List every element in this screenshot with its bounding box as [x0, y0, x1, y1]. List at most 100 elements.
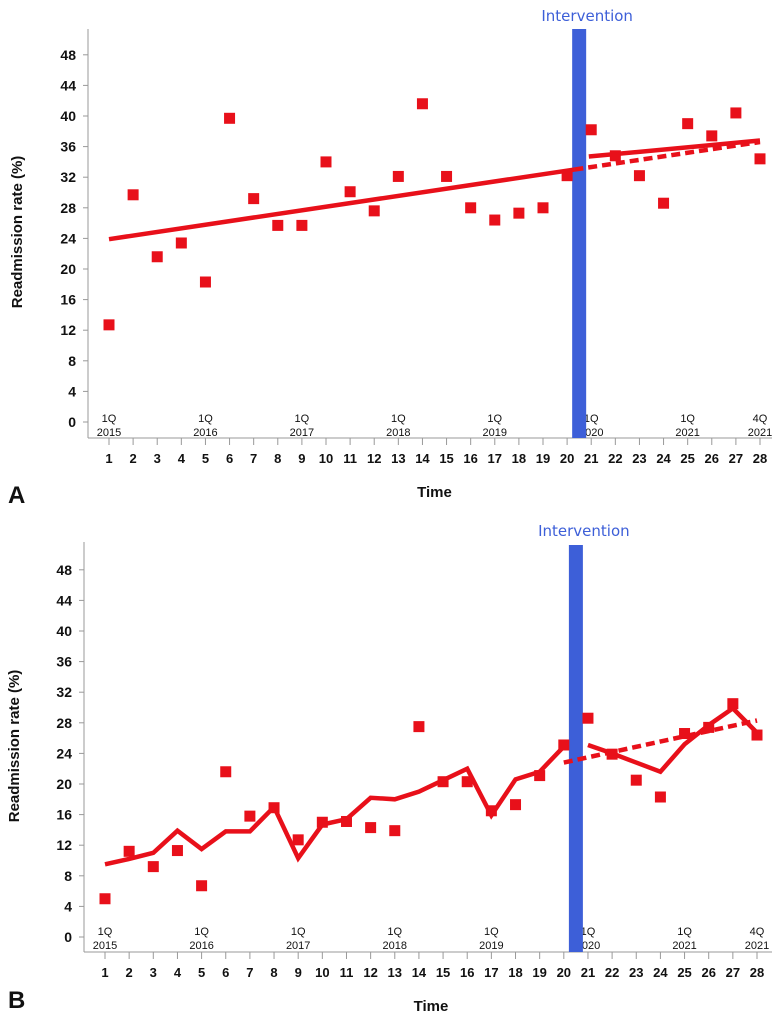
- panel-a-x-tick-label: 27: [729, 451, 743, 466]
- panel-a-x-tick-label: 26: [705, 451, 719, 466]
- panel-a-x-tick-label: 20: [560, 451, 574, 466]
- panel-b-quarter-label: 4Q: [750, 926, 765, 938]
- panel-b-year-label: 2016: [189, 940, 213, 952]
- panel-a-y-tick-label: 40: [60, 108, 76, 124]
- panel-a-data-point: [248, 193, 260, 205]
- panel-a-year-label: 2016: [193, 427, 217, 439]
- panel-b-data-point: [437, 776, 449, 788]
- panel-b-y-tick-label: 20: [56, 776, 72, 792]
- panel-b-x-tick-label: 7: [246, 965, 253, 980]
- panel-b-data-point: [485, 805, 497, 817]
- panel-a-y-tick-label: 20: [60, 261, 76, 277]
- panel-a-quarter-label: 1Q: [391, 413, 406, 425]
- panel-b-x-tick-label: 27: [726, 965, 740, 980]
- panel-a-year-label: 2018: [386, 427, 410, 439]
- panel-b-y-tick-label: 24: [56, 745, 72, 761]
- panel-b-data-point: [316, 816, 328, 828]
- panel-b-y-tick-label: 8: [64, 868, 72, 884]
- panel-a-intervention-label: Intervention: [541, 7, 633, 25]
- panel-a-x-tick-label: 28: [753, 451, 767, 466]
- panel-a-x-tick-label: 2: [129, 451, 136, 466]
- panel-b-y-tick-label: 48: [56, 562, 72, 578]
- panel-b-y-tick-label: 36: [56, 654, 72, 670]
- panel-b-data-point: [340, 815, 352, 827]
- panel-a-x-tick-label: 18: [512, 451, 526, 466]
- panel-a-x-tick-label: 19: [536, 451, 550, 466]
- panel-b-data-point: [220, 766, 232, 778]
- panel-a-year-label: 2021: [675, 427, 699, 439]
- panel-a-x-tick-label: 4: [178, 451, 186, 466]
- panel-b-x-tick-label: 26: [701, 965, 715, 980]
- panel-a-y-tick-label: 8: [68, 353, 76, 369]
- panel-b-y-tick-label: 40: [56, 623, 72, 639]
- panel-b-x-tick-label: 16: [460, 965, 474, 980]
- panel-a-data-point: [416, 98, 428, 110]
- panel-b-data-point: [365, 822, 377, 834]
- panel-b-data-point: [389, 825, 401, 837]
- panel-a-x-tick-label: 5: [202, 451, 209, 466]
- panel-b-data-point: [171, 845, 183, 857]
- panel-b-x-tick-label: 3: [150, 965, 157, 980]
- panel-a-y-tick-label: 32: [60, 169, 76, 185]
- panel-a-y-tick-label: 16: [60, 292, 76, 308]
- panel-b-data-point: [510, 799, 522, 811]
- panel-b-y-axis-title: Readmission rate (%): [6, 670, 23, 823]
- panel-a-y-tick-label: 44: [60, 77, 76, 93]
- panel-a-data-point: [441, 170, 453, 182]
- panel-b-data-point: [654, 791, 666, 803]
- panel-a-data-point: [368, 205, 380, 217]
- panel-b-year-label: 2021: [745, 940, 769, 952]
- panel-b-x-tick-label: 15: [436, 965, 450, 980]
- panel-a-data-point: [127, 189, 139, 201]
- panel-b-y-tick-label: 16: [56, 807, 72, 823]
- panel-b-quarter-label: 1Q: [581, 926, 596, 938]
- panel-b-x-tick-label: 12: [363, 965, 377, 980]
- panel-a-x-tick-label: 23: [632, 451, 646, 466]
- panel-a-x-tick-label: 12: [367, 451, 381, 466]
- panel-a-x-tick-label: 22: [608, 451, 622, 466]
- panel-a-data-point: [175, 237, 187, 249]
- panel-b-fit-post-line: [587, 705, 759, 775]
- panel-a-quarter-label: 1Q: [198, 413, 213, 425]
- panel-b-x-tick-label: 4: [174, 965, 182, 980]
- panel-b-x-axis-title: Time: [414, 998, 449, 1015]
- panel-a-quarter-label: 1Q: [102, 413, 117, 425]
- panel-a-x-tick-label: 9: [298, 451, 305, 466]
- panel-b-data-point: [582, 712, 594, 724]
- panel-a-year-label: 2015: [97, 427, 121, 439]
- panel-b-x-tick-label: 11: [340, 965, 354, 980]
- panel-a-data-point: [344, 186, 356, 198]
- panel-a-x-tick-label: 6: [226, 451, 233, 466]
- panel-a-data-point: [730, 107, 742, 119]
- panel-b-data-point: [751, 729, 763, 741]
- panel-b-x-tick-label: 8: [270, 965, 277, 980]
- panel-b-x-tick-label: 13: [388, 965, 402, 980]
- panel-a-data-point: [682, 118, 694, 130]
- panel-a-data-point: [513, 207, 525, 219]
- panel-b-x-tick-label: 21: [581, 965, 595, 980]
- panel-a-quarter-label: 1Q: [295, 413, 310, 425]
- panel-b-y-tick-label: 44: [56, 592, 72, 608]
- panel-b-data-point: [679, 728, 691, 740]
- panel-b-data-point: [292, 834, 304, 846]
- panel-a-x-tick-label: 21: [584, 451, 598, 466]
- panel-a-y-tick-label: 24: [60, 230, 76, 246]
- panel-b-data-point: [461, 776, 473, 788]
- panel-a-x-tick-label: 1: [105, 451, 112, 466]
- panel-b-data-point: [630, 774, 642, 786]
- panel-a-y-tick-label: 36: [60, 139, 76, 155]
- panel-a-trend-pre-line: [108, 167, 575, 242]
- panel-a-x-axis-title: Time: [417, 484, 452, 501]
- panel-b-data-point: [99, 893, 111, 905]
- panel-b-year-label: 2021: [672, 940, 696, 952]
- panel-a-quarter-label: 4Q: [753, 413, 768, 425]
- panel-label-a: A: [8, 482, 25, 509]
- panel-b-x-tick-label: 14: [412, 965, 427, 980]
- panel-b-counterfactual-line: [563, 718, 758, 765]
- panel-a-data-point: [103, 319, 115, 331]
- panel-a-data-point: [585, 124, 597, 136]
- panel-b-x-tick-label: 28: [750, 965, 764, 980]
- panel-b-year-label: 2019: [479, 940, 503, 952]
